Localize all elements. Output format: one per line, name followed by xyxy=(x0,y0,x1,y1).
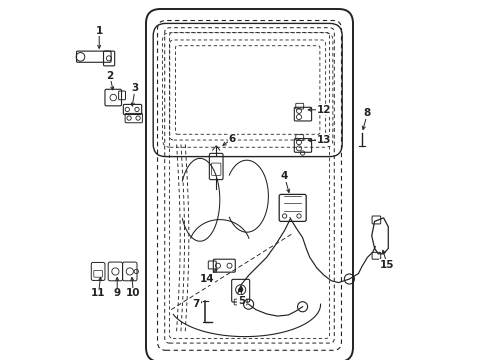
Text: 11: 11 xyxy=(91,288,106,298)
Text: 6: 6 xyxy=(229,134,236,144)
Text: 4: 4 xyxy=(281,171,288,181)
Text: 13: 13 xyxy=(317,135,331,145)
Text: 5: 5 xyxy=(238,296,245,306)
Text: 10: 10 xyxy=(126,288,141,298)
Text: 15: 15 xyxy=(380,260,394,270)
Text: 9: 9 xyxy=(114,288,121,298)
Text: 3: 3 xyxy=(132,83,139,93)
Text: 8: 8 xyxy=(364,108,371,118)
Text: 2: 2 xyxy=(106,71,114,81)
Text: 7: 7 xyxy=(193,299,200,309)
Text: 12: 12 xyxy=(317,105,331,115)
Text: 1: 1 xyxy=(96,26,103,36)
Text: 14: 14 xyxy=(200,274,215,284)
Circle shape xyxy=(239,288,243,292)
